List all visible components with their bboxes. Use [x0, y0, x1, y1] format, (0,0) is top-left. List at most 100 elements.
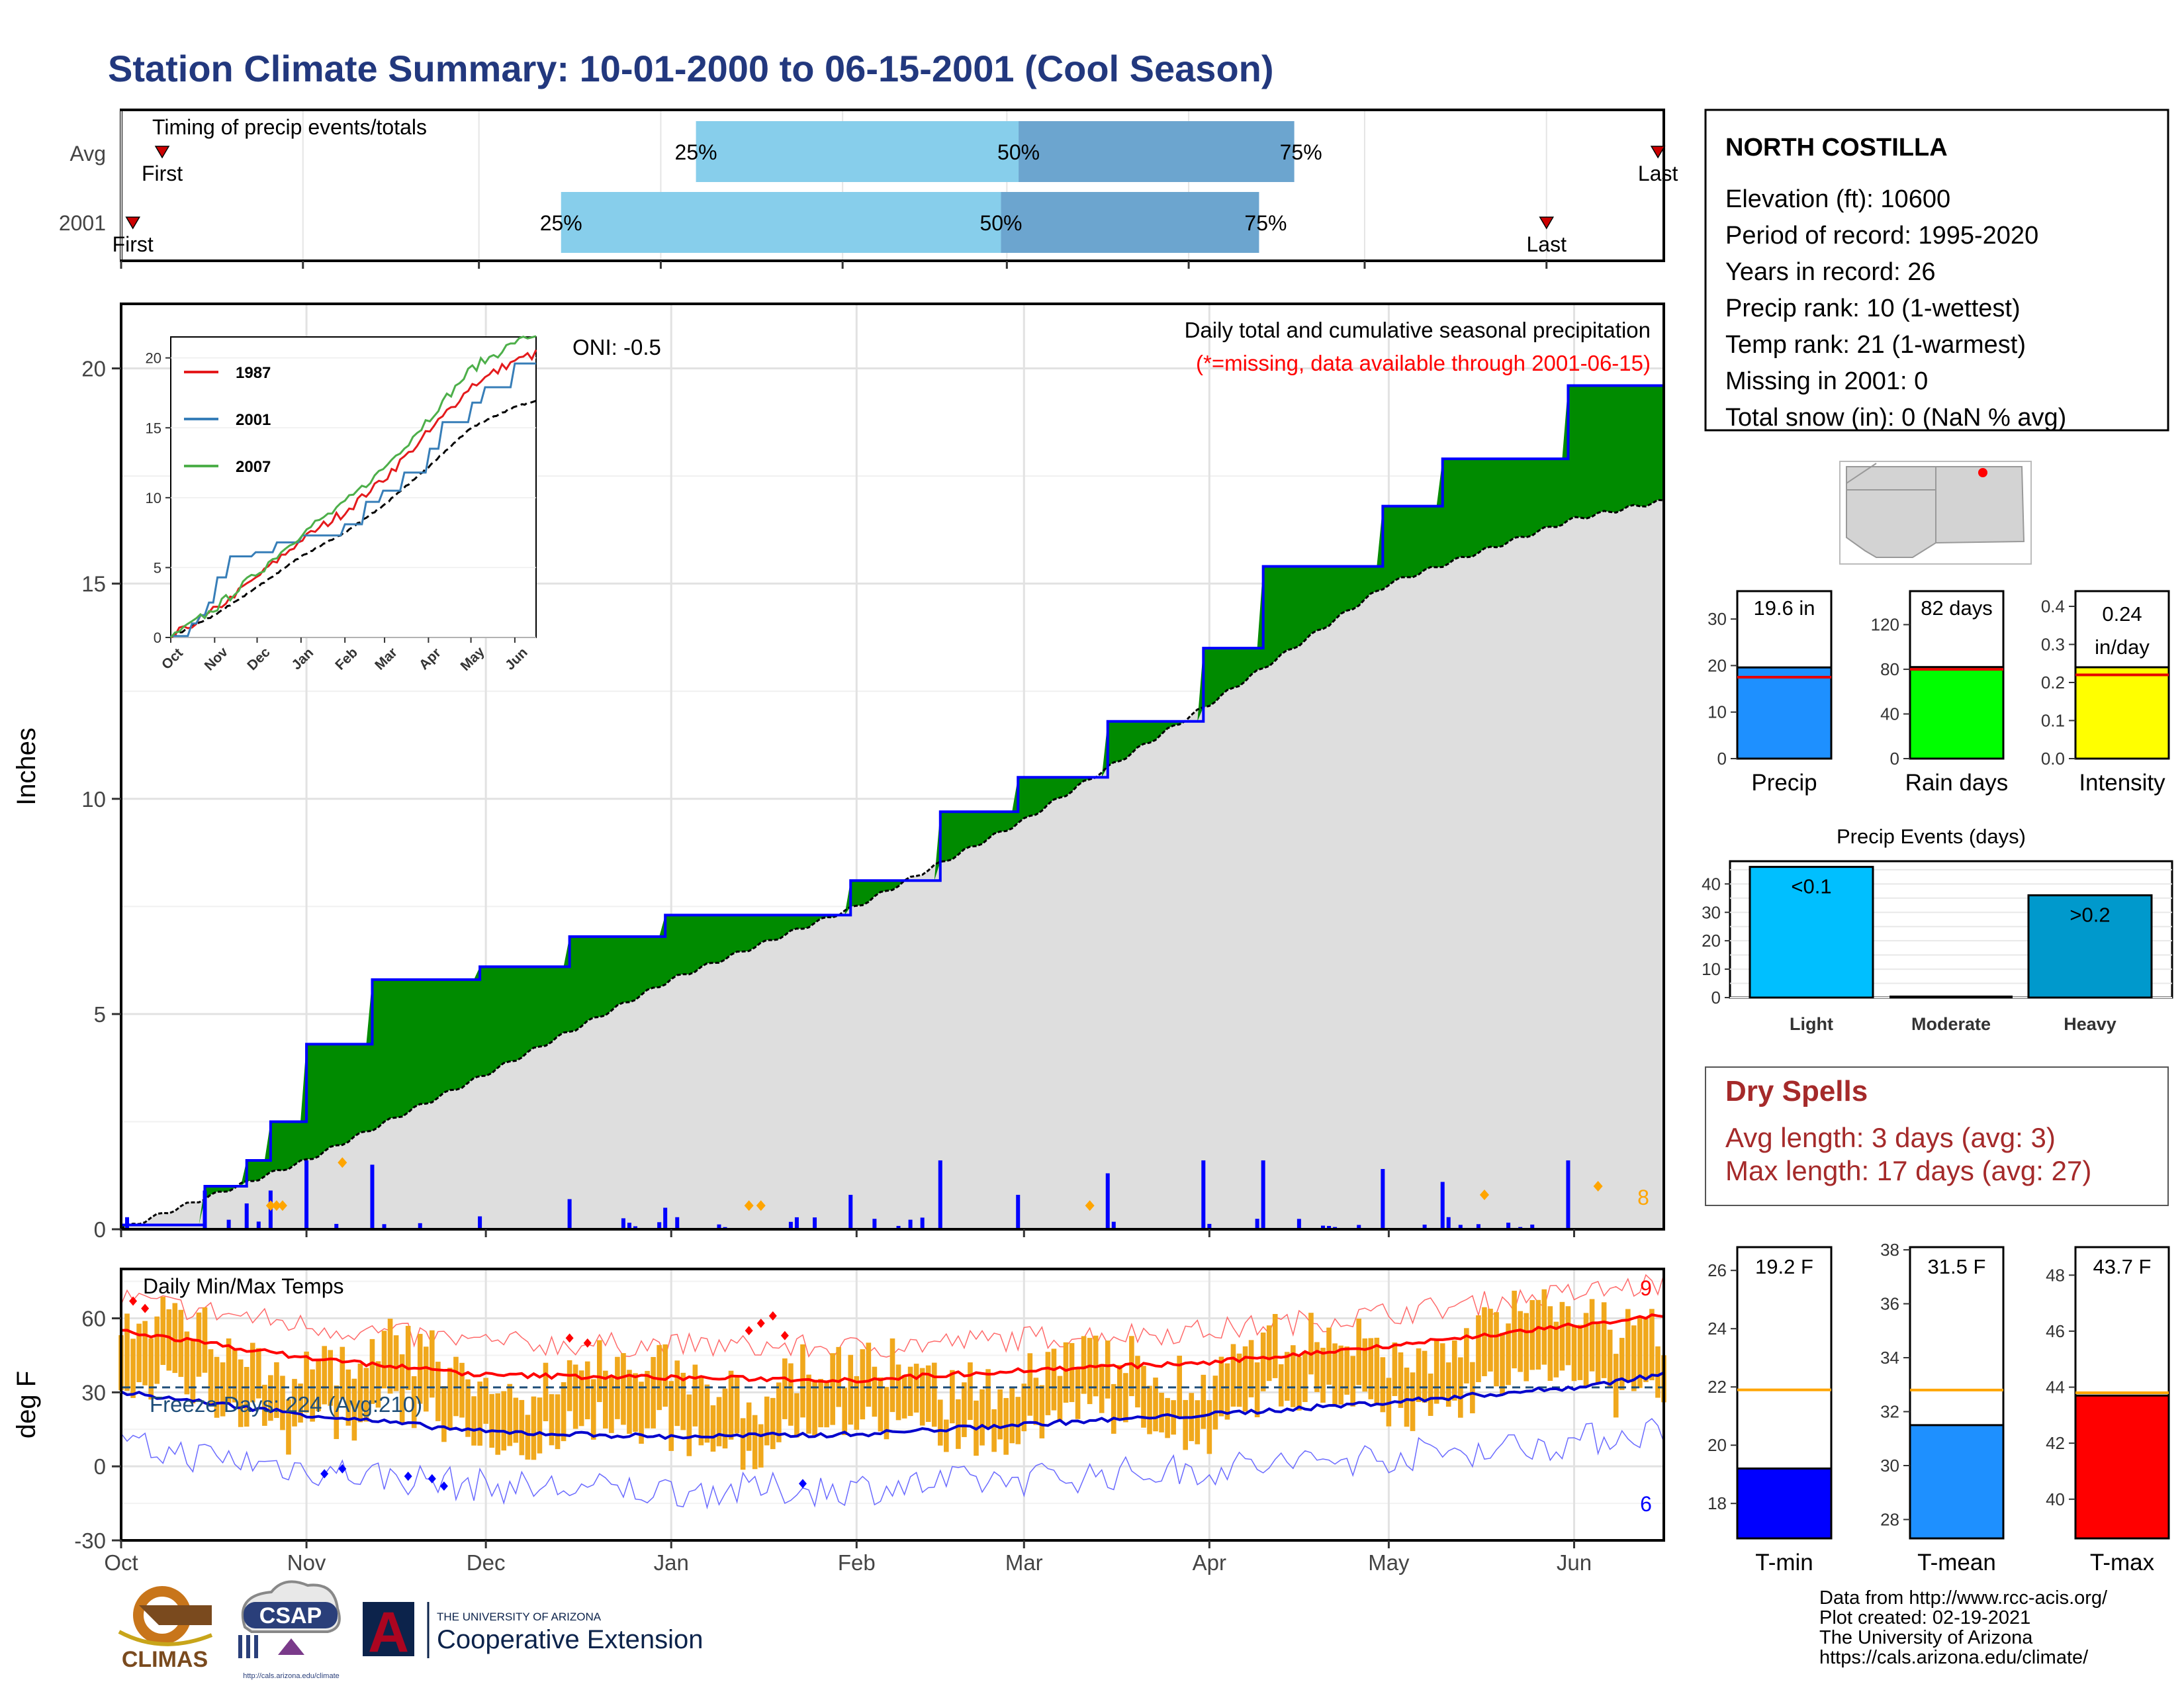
record-low-marker [320, 1469, 329, 1479]
daily-precip-bar [1506, 1223, 1511, 1229]
daily-temp-bar [1141, 1366, 1146, 1428]
daily-temp-bar [686, 1394, 692, 1456]
missing-marker [277, 1200, 287, 1211]
inset-ytick-label: 15 [146, 420, 161, 436]
timing-q75-label: 75% [1280, 140, 1322, 164]
daily-temp-bar [1439, 1343, 1445, 1399]
daily-temp-bar [1069, 1342, 1075, 1403]
daily-temp-bar [1015, 1397, 1021, 1444]
month-label: Nov [287, 1550, 326, 1575]
inset-ytick-label: 20 [146, 350, 161, 367]
summary-bar-name: Precip [1751, 770, 1817, 796]
daily-temp-bar [872, 1366, 878, 1417]
daily-temp-bar [220, 1362, 226, 1417]
daily-temp-bar [1422, 1350, 1428, 1403]
daily-temp-bar [1291, 1345, 1296, 1407]
footer-line-2: Plot created: 02-19-2021 [1819, 1607, 2030, 1628]
timing-first-marker [154, 146, 170, 159]
daily-temp-bar [232, 1348, 238, 1403]
daily-precip-bar [478, 1216, 482, 1229]
daily-temp-bar [1314, 1342, 1320, 1392]
daily-temp-bar [1260, 1333, 1266, 1391]
temp-bar-ytick-label: 36 [1880, 1294, 1899, 1314]
events-ytick-label: 0 [1711, 988, 1721, 1008]
daily-temp-bar [1165, 1397, 1170, 1438]
daily-precip-bar [226, 1219, 231, 1229]
month-label: Jan [654, 1550, 689, 1575]
daily-temp-bar [1285, 1352, 1290, 1401]
daily-temp-bar [704, 1384, 710, 1443]
daily-temp-bar [369, 1338, 375, 1404]
summary-ytick-label: 30 [1707, 609, 1727, 629]
daily-precip-bar [1530, 1224, 1535, 1229]
daily-temp-bar [196, 1312, 202, 1377]
daily-temp-bar [1595, 1323, 1601, 1384]
daily-temp-bar [919, 1368, 925, 1426]
daily-temp-bar [166, 1309, 172, 1371]
hot-count: 9 [1640, 1276, 1652, 1300]
daily-temp-bar [142, 1321, 148, 1385]
daily-temp-bar [334, 1385, 340, 1439]
daily-temp-bar [1075, 1367, 1081, 1419]
daily-temp-bar [286, 1399, 291, 1455]
daily-precip-bar [1261, 1160, 1265, 1229]
daily-precip-bar [1422, 1225, 1427, 1229]
daily-temp-bar [1183, 1399, 1189, 1450]
daily-temp-bar [674, 1360, 680, 1427]
daily-temp-bar [1350, 1356, 1355, 1407]
daily-temp-bar [997, 1389, 1003, 1440]
record-high-marker [745, 1326, 753, 1336]
summary-ytick-label: 0 [1717, 749, 1727, 769]
daily-temp-bar [1619, 1338, 1625, 1390]
daily-temp-bar [578, 1370, 584, 1427]
summary-ytick-label: 0.1 [2041, 711, 2065, 731]
record-high-marker [583, 1338, 592, 1348]
daily-temp-bar [316, 1359, 321, 1411]
daily-precip-bar [1446, 1217, 1451, 1229]
dry-spells-box: Dry Spells Avg length: 3 days (avg: 3) M… [1705, 1066, 2169, 1206]
record-min-line [120, 1418, 1664, 1510]
daily-temp-bar [590, 1379, 596, 1440]
timing-q50-label: 50% [997, 140, 1040, 164]
daily-temp-bar [124, 1313, 130, 1391]
daily-temp-bar [130, 1338, 136, 1398]
daily-temp-bar [1404, 1367, 1410, 1427]
daily-temp-bar [770, 1397, 776, 1450]
inset-legend-label: 1987 [236, 364, 271, 382]
daily-temp-bar [722, 1388, 728, 1449]
temp-bar-name: T-mean [1917, 1550, 1996, 1575]
daily-temp-bar [345, 1369, 351, 1426]
temp-chart: -30 0 30 60 deg F Daily Min/Max Temps Freez… [12, 1268, 1666, 1553]
daily-temp-bar [1308, 1313, 1314, 1375]
daily-temp-bar [680, 1372, 686, 1430]
daily-temp-bar [889, 1338, 895, 1413]
summary-ytick-label: 0 [1890, 749, 1899, 769]
daily-temp-bar [268, 1375, 273, 1421]
timing-last-label: Last [1526, 232, 1567, 256]
daily-temp-bar [1541, 1289, 1547, 1365]
daily-temp-bar [1583, 1313, 1589, 1386]
daily-temp-bar [328, 1350, 334, 1406]
daily-temp-bar [501, 1391, 507, 1451]
daily-temp-bar [776, 1382, 782, 1442]
events-bar-heavy [2027, 894, 2153, 999]
daily-precip-bar [1566, 1160, 1570, 1229]
daily-temp-bar [154, 1316, 160, 1384]
inset-line-2001 [171, 362, 536, 637]
daily-temp-bar [1105, 1340, 1111, 1399]
climas-text: CLIMAS [122, 1647, 208, 1672]
events-ytick-label: 20 [1702, 931, 1721, 951]
temp-bar-ytick-label: 38 [1880, 1240, 1899, 1260]
record-high-marker [141, 1303, 150, 1313]
temp-bar-0 [1736, 1467, 1833, 1540]
daily-temp-bar [381, 1331, 387, 1389]
daily-temp-bar [1254, 1362, 1260, 1418]
csap-url: http://cals.arizona.edu/climate [243, 1672, 340, 1680]
daily-temp-bar [208, 1349, 214, 1405]
missing-count: 8 [1637, 1186, 1649, 1209]
daily-temp-bar [1206, 1400, 1212, 1454]
daily-precip-bar [1255, 1219, 1259, 1229]
daily-temp-bar [363, 1368, 369, 1422]
record-low-marker [798, 1479, 807, 1489]
